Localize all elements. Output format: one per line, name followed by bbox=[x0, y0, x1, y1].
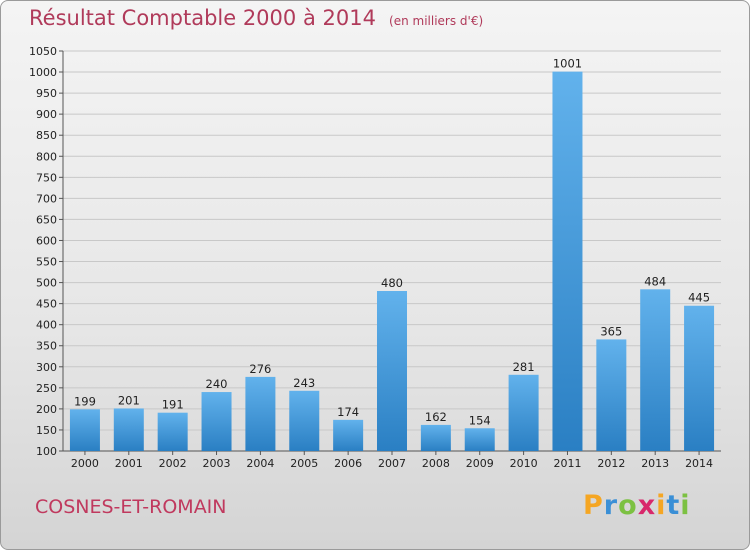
bars bbox=[69, 71, 715, 451]
x-tick-label-2000: 2000 bbox=[71, 457, 99, 470]
logo-letter: i bbox=[680, 490, 691, 521]
value-label-2013: 484 bbox=[644, 274, 666, 288]
y-axis-ticks: 100 150 200 250 300 350 400 450 500 550 600 650 700 7… bbox=[29, 45, 63, 458]
value-label-2008: 162 bbox=[425, 410, 447, 424]
x-tick-label-2002: 2002 bbox=[159, 457, 187, 470]
y-tick-label: 1000 bbox=[29, 66, 57, 79]
value-label-2007: 480 bbox=[381, 276, 403, 290]
x-axis-ticks: 2000 2001 2002 2003 2004 2005 2006 2007 2008 2009… bbox=[71, 451, 713, 470]
bar-2012 bbox=[596, 339, 627, 451]
y-tick-label: 350 bbox=[36, 340, 57, 353]
y-tick-label: 850 bbox=[36, 129, 57, 142]
value-label-2004: 276 bbox=[249, 362, 271, 376]
bar-2000 bbox=[69, 409, 100, 451]
bar-2014 bbox=[684, 305, 715, 451]
x-tick-label-2004: 2004 bbox=[246, 457, 274, 470]
y-tick-label: 650 bbox=[36, 213, 57, 226]
y-tick-label: 700 bbox=[36, 192, 57, 205]
y-tick-label: 400 bbox=[36, 319, 57, 332]
value-label-2003: 240 bbox=[206, 377, 228, 391]
value-label-2011: 1001 bbox=[553, 57, 582, 71]
bar-2002 bbox=[157, 412, 188, 451]
x-tick-label-2010: 2010 bbox=[510, 457, 538, 470]
bar-2010 bbox=[508, 374, 539, 451]
y-tick-label: 250 bbox=[36, 382, 57, 395]
y-tick-label: 200 bbox=[36, 403, 57, 416]
y-tick-label: 950 bbox=[36, 87, 57, 100]
y-tick-label: 1050 bbox=[29, 45, 57, 58]
x-tick-label-2001: 2001 bbox=[115, 457, 143, 470]
y-tick-label: 300 bbox=[36, 361, 57, 374]
bar-2007 bbox=[377, 291, 407, 451]
value-label-2010: 281 bbox=[513, 360, 535, 374]
data-labels: 199 201 191 240 276 243 174 480 162 154 281 1001 365… bbox=[74, 57, 710, 428]
value-label-2002: 191 bbox=[162, 398, 184, 412]
logo-letter: i bbox=[656, 490, 667, 521]
bar-2001 bbox=[113, 408, 144, 451]
value-label-2001: 201 bbox=[118, 393, 140, 407]
value-label-2000: 199 bbox=[74, 394, 96, 408]
bar-2011 bbox=[552, 71, 583, 451]
x-tick-label-2005: 2005 bbox=[290, 457, 318, 470]
y-tick-label: 150 bbox=[36, 424, 57, 437]
y-tick-label: 750 bbox=[36, 171, 57, 184]
y-tick-label: 500 bbox=[36, 277, 57, 290]
logo-letter: x bbox=[637, 490, 657, 521]
logo-letter: o bbox=[618, 490, 638, 521]
y-tick-label: 800 bbox=[36, 150, 57, 163]
chart-title: Résultat Comptable 2000 à 2014 bbox=[29, 6, 376, 30]
x-tick-label-2003: 2003 bbox=[203, 457, 231, 470]
bar-2009 bbox=[464, 428, 495, 451]
logo-letter: P bbox=[583, 490, 604, 521]
y-tick-label: 900 bbox=[36, 108, 57, 121]
x-tick-label-2013: 2013 bbox=[641, 457, 669, 470]
value-label-2006: 174 bbox=[337, 405, 359, 419]
proxiti-logo: Proxiti bbox=[583, 490, 691, 521]
commune-name: COSNES-ET-ROMAIN bbox=[35, 496, 227, 518]
value-label-2009: 154 bbox=[469, 413, 491, 427]
value-label-2014: 445 bbox=[688, 291, 710, 305]
x-tick-label-2008: 2008 bbox=[422, 457, 450, 470]
x-tick-label-2011: 2011 bbox=[553, 457, 581, 470]
title-block: Résultat Comptable 2000 à 2014 (en milli… bbox=[29, 6, 483, 30]
y-tick-label: 450 bbox=[36, 298, 57, 311]
x-tick-label-2014: 2014 bbox=[685, 457, 713, 470]
bar-2008 bbox=[420, 424, 451, 451]
value-label-2005: 243 bbox=[293, 376, 315, 390]
logo-letter: t bbox=[666, 490, 681, 521]
bar-2003 bbox=[201, 392, 232, 451]
y-tick-label: 600 bbox=[36, 234, 57, 247]
value-label-2012: 365 bbox=[600, 324, 622, 338]
chart-subtitle: (en milliers d'€) bbox=[389, 14, 484, 28]
y-tick-label: 100 bbox=[36, 445, 57, 458]
bar-2013 bbox=[640, 289, 671, 451]
x-tick-label-2006: 2006 bbox=[334, 457, 362, 470]
x-tick-label-2009: 2009 bbox=[466, 457, 494, 470]
y-tick-label: 550 bbox=[36, 256, 57, 269]
logo-letter: r bbox=[603, 490, 619, 521]
bar-2004 bbox=[245, 376, 276, 451]
bar-2006 bbox=[333, 419, 364, 451]
bar-2005 bbox=[289, 390, 320, 451]
x-tick-label-2012: 2012 bbox=[597, 457, 625, 470]
x-tick-label-2007: 2007 bbox=[378, 457, 406, 470]
